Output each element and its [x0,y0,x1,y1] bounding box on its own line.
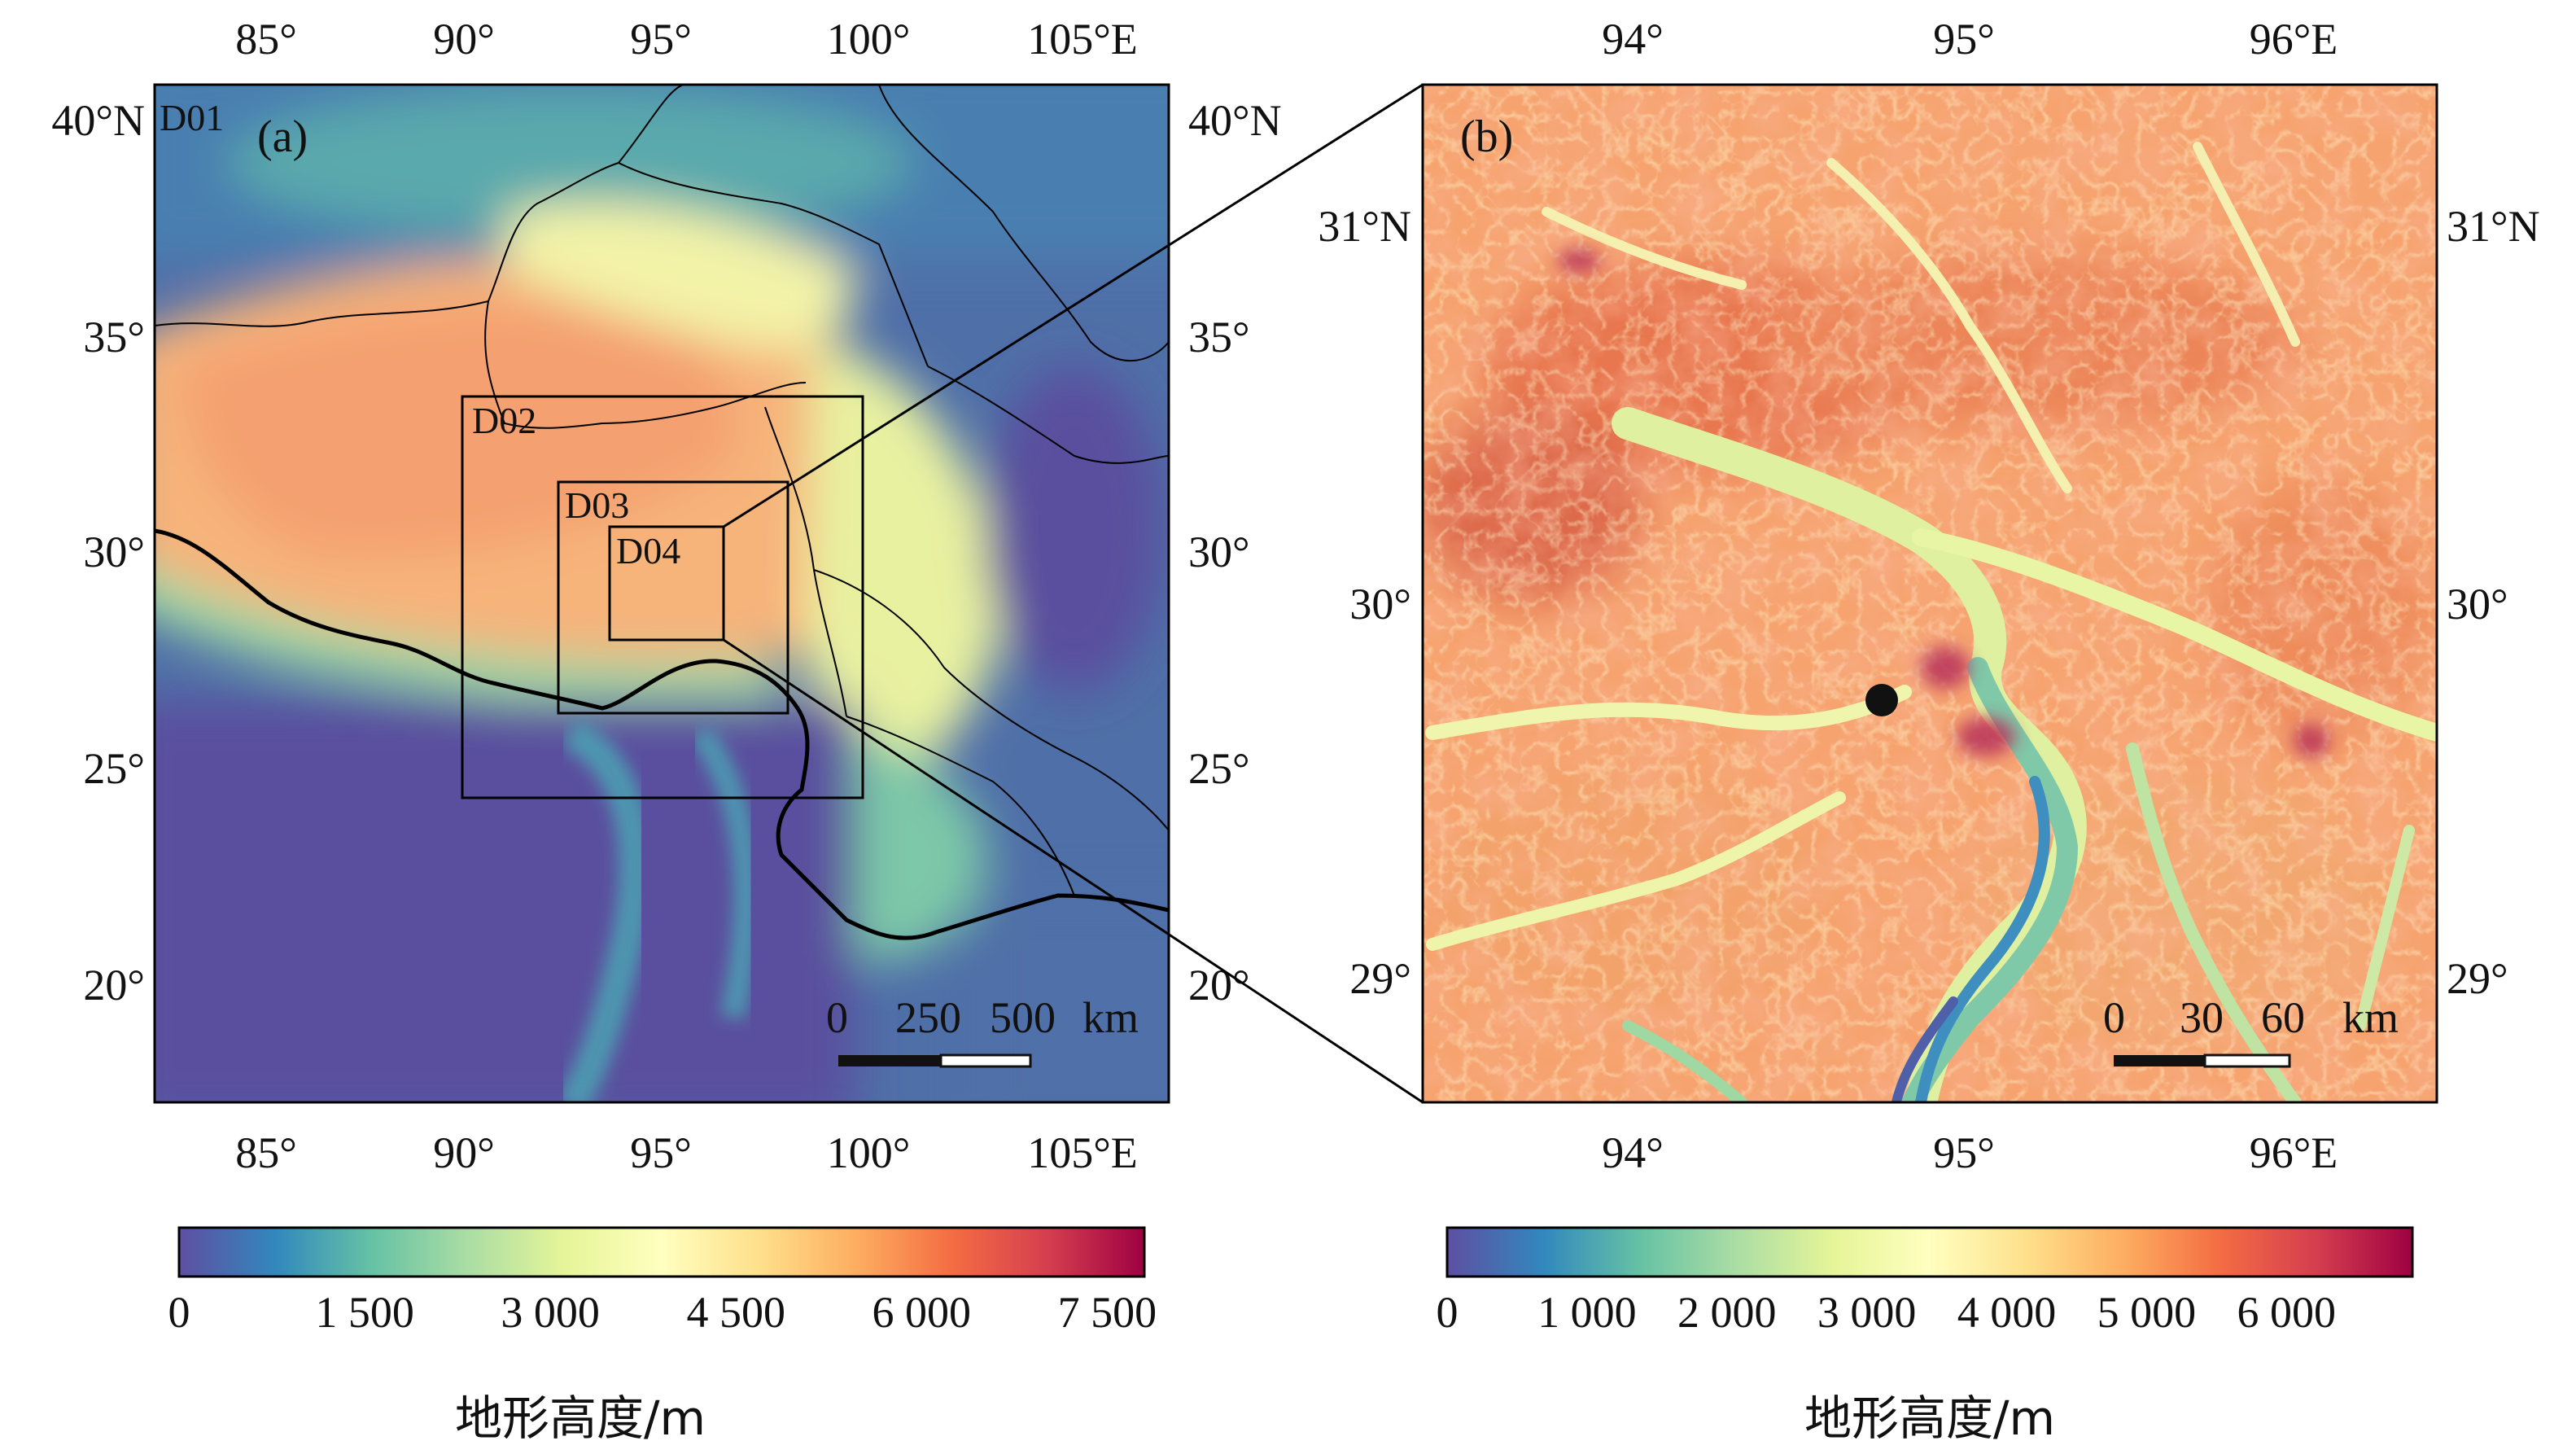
panel-a-ticks: 85° 90° 95° 100° 105°E 85° 90° 95° 100° … [51,15,1281,1177]
colorbar-b-tick-label: 2 000 [1677,1288,1777,1337]
panel-b-label: (b) [1460,112,1513,162]
country-boundary-line [155,528,1169,940]
scale-b-tick-2: 60 [2261,993,2305,1042]
colorbar-a-tick-label: 4 500 [686,1288,785,1337]
colorbar-a-bar [177,1226,1146,1278]
a-top-tick: 100° [827,15,911,64]
a-left-tick: 25° [83,744,145,793]
colorbar-b-tick-label: 5 000 [2097,1288,2197,1337]
colorbar-b-tick-label: 1 000 [1537,1288,1637,1337]
colorbar-a-tick-label: 7 500 [1058,1288,1157,1337]
scale-a-tick-2: 500 [990,993,1056,1042]
colorbar-b: 0 1 000 2 000 3 000 4 000 5 000 6 000 地形高度/m [1437,1226,2414,1446]
panel-b-ticks: 94° 95° 96°E 94° 95° 96°E 31°N 30° 29° 3… [1318,15,2539,1177]
b-left-tick: 30° [1349,580,1411,628]
a-bottom-tick: 90° [433,1128,495,1177]
a-bottom-tick: 85° [235,1128,297,1177]
a-right-tick: 25° [1188,744,1250,793]
domain-d03-box [557,480,789,715]
zoom-connector-lines [723,83,1424,1104]
a-bottom-tick: 95° [630,1128,692,1177]
colorbar-a-tick-label: 6 000 [873,1288,972,1337]
domain-d04-box [608,525,725,642]
river-valleys [1425,142,2437,1102]
panel-b-map: (b) 0 30 60 km 94° 95° 96°E 94° 95° 96°E… [1318,15,2539,1177]
colorbar-a-tick-label: 1 500 [315,1288,414,1337]
colorbar-b-tick-label: 4 000 [1957,1288,2057,1337]
panel-a-map: (a) D01 D02 D03 D04 0 250 500 km 85° 90°… [51,15,1281,1177]
colorbar-a: 0 1 500 3 000 4 500 6 000 7 500 地形高度/m [168,1226,1157,1446]
province-boundaries [155,85,1169,896]
panel-b-frame [1421,83,2438,1104]
colorbar-b-tick-label: 0 [1437,1288,1459,1337]
scale-a-tick-1: 250 [895,993,961,1042]
panel-b-terrain [1423,85,2437,1102]
a-right-tick: 40°N [1188,96,1282,145]
a-bottom-tick: 105°E [1027,1128,1138,1177]
a-top-tick: 105°E [1027,15,1138,64]
panel-a-label: (a) [257,112,308,162]
b-bottom-tick: 96°E [2250,1128,2338,1177]
colorbar-b-title: 地形高度/m [1804,1390,2055,1446]
domain-d01-label: D01 [160,97,224,138]
panel-a-scale-bar: 0 250 500 km [826,993,1139,1068]
colorbar-b-bar [1445,1226,2414,1278]
b-top-tick: 96°E [2250,15,2338,64]
site-marker [1865,684,1898,716]
peak-highlights [1558,249,2329,757]
domain-d03-label: D03 [565,484,629,526]
domain-d04-label: D04 [616,530,680,572]
a-right-tick: 30° [1188,528,1250,576]
colorbar-b-tick-label: 6 000 [2237,1288,2337,1337]
domain-d02-label: D02 [472,400,536,441]
scale-b-unit: km [2342,993,2399,1042]
scale-a-unit: km [1082,993,1139,1042]
b-right-tick: 31°N [2447,202,2540,251]
colorbar-a-title: 地形高度/m [455,1390,706,1446]
b-left-tick: 29° [1349,954,1411,1003]
a-left-tick: 40°N [51,96,145,145]
domain-d02-box [461,395,864,799]
a-top-tick: 95° [630,15,692,64]
a-top-tick: 90° [433,15,495,64]
a-top-tick: 85° [235,15,297,64]
a-right-tick: 35° [1188,313,1250,361]
a-left-tick: 30° [83,528,145,576]
panel-a-terrain [155,85,1169,1102]
a-left-tick: 20° [83,961,145,1009]
b-top-tick: 94° [1602,15,1664,64]
scale-b-tick-0: 0 [2103,993,2125,1042]
colorbar-a-tick-label: 3 000 [501,1288,600,1337]
a-bottom-tick: 100° [827,1128,911,1177]
b-right-tick: 30° [2447,580,2508,628]
b-bottom-tick: 95° [1933,1128,1995,1177]
a-left-tick: 35° [83,313,145,361]
b-left-tick: 31°N [1318,202,1411,251]
scale-a-tick-0: 0 [826,993,848,1042]
b-bottom-tick: 94° [1602,1128,1664,1177]
panel-a-frame [153,83,1170,1104]
panel-b-scale-bar: 0 30 60 km [2103,993,2399,1068]
b-right-tick: 29° [2447,954,2508,1003]
colorbar-b-tick-label: 3 000 [1817,1288,1917,1337]
colorbar-a-tick-label: 0 [168,1288,190,1337]
b-top-tick: 95° [1933,15,1995,64]
scale-b-tick-1: 30 [2180,993,2224,1042]
